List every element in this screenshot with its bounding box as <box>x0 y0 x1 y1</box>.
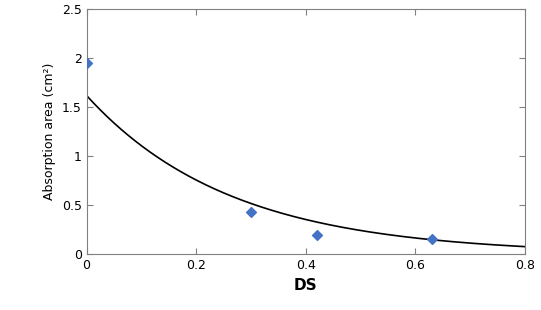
Point <box>247 210 255 215</box>
Point <box>312 232 321 237</box>
X-axis label: DS: DS <box>294 278 318 293</box>
Point <box>82 61 91 66</box>
Y-axis label: Absorption area (cm²): Absorption area (cm²) <box>43 63 56 201</box>
Point <box>427 236 436 241</box>
